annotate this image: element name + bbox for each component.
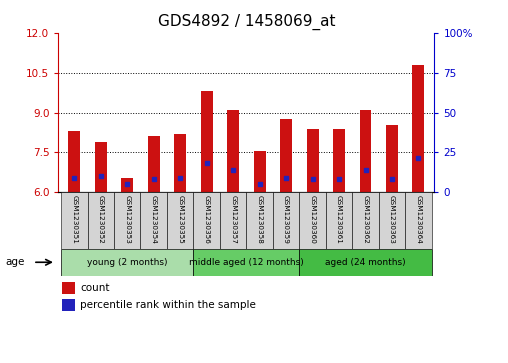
Bar — [360, 110, 371, 192]
Text: GSM1230359: GSM1230359 — [283, 195, 289, 244]
Bar — [246, 192, 273, 249]
Text: GSM1230362: GSM1230362 — [363, 195, 368, 244]
Bar — [194, 249, 299, 276]
Bar — [326, 192, 352, 249]
Text: GSM1230357: GSM1230357 — [230, 195, 236, 244]
Text: GSM1230361: GSM1230361 — [336, 195, 342, 244]
Bar — [141, 192, 167, 249]
Bar — [62, 299, 75, 310]
Bar — [386, 125, 398, 192]
Text: young (2 months): young (2 months) — [87, 258, 168, 267]
Bar — [174, 134, 186, 192]
Text: percentile rank within the sample: percentile rank within the sample — [80, 300, 256, 310]
Bar — [299, 249, 432, 276]
Text: GSM1230354: GSM1230354 — [151, 195, 157, 244]
Text: count: count — [80, 284, 110, 293]
Text: age: age — [5, 257, 24, 267]
Bar — [412, 65, 424, 192]
Bar — [114, 192, 141, 249]
Bar — [273, 192, 299, 249]
Bar — [227, 110, 239, 192]
Bar — [299, 192, 326, 249]
Text: GSM1230352: GSM1230352 — [98, 195, 104, 244]
Bar — [405, 192, 432, 249]
Bar — [194, 192, 220, 249]
Bar — [61, 249, 194, 276]
Text: GSM1230355: GSM1230355 — [177, 195, 183, 244]
Text: GSM1230360: GSM1230360 — [309, 195, 315, 244]
Bar — [121, 178, 133, 192]
Bar — [95, 142, 107, 192]
Text: GSM1230353: GSM1230353 — [124, 195, 130, 244]
Bar — [333, 129, 345, 192]
Text: middle aged (12 months): middle aged (12 months) — [189, 258, 304, 267]
Bar — [280, 119, 292, 192]
Bar — [352, 192, 379, 249]
Bar — [62, 282, 75, 294]
Bar — [253, 151, 266, 192]
Text: GSM1230364: GSM1230364 — [416, 195, 422, 244]
Bar — [87, 192, 114, 249]
Bar — [61, 192, 87, 249]
Bar — [379, 192, 405, 249]
Bar — [167, 192, 194, 249]
Bar — [201, 91, 213, 192]
Title: GDS4892 / 1458069_at: GDS4892 / 1458069_at — [157, 14, 335, 30]
Text: GSM1230363: GSM1230363 — [389, 195, 395, 244]
Text: GSM1230358: GSM1230358 — [257, 195, 263, 244]
Text: GSM1230356: GSM1230356 — [204, 195, 210, 244]
Text: aged (24 months): aged (24 months) — [325, 258, 406, 267]
Bar — [220, 192, 246, 249]
Bar — [69, 131, 80, 192]
Bar — [148, 136, 160, 192]
Text: GSM1230351: GSM1230351 — [71, 195, 77, 244]
Bar — [307, 129, 319, 192]
